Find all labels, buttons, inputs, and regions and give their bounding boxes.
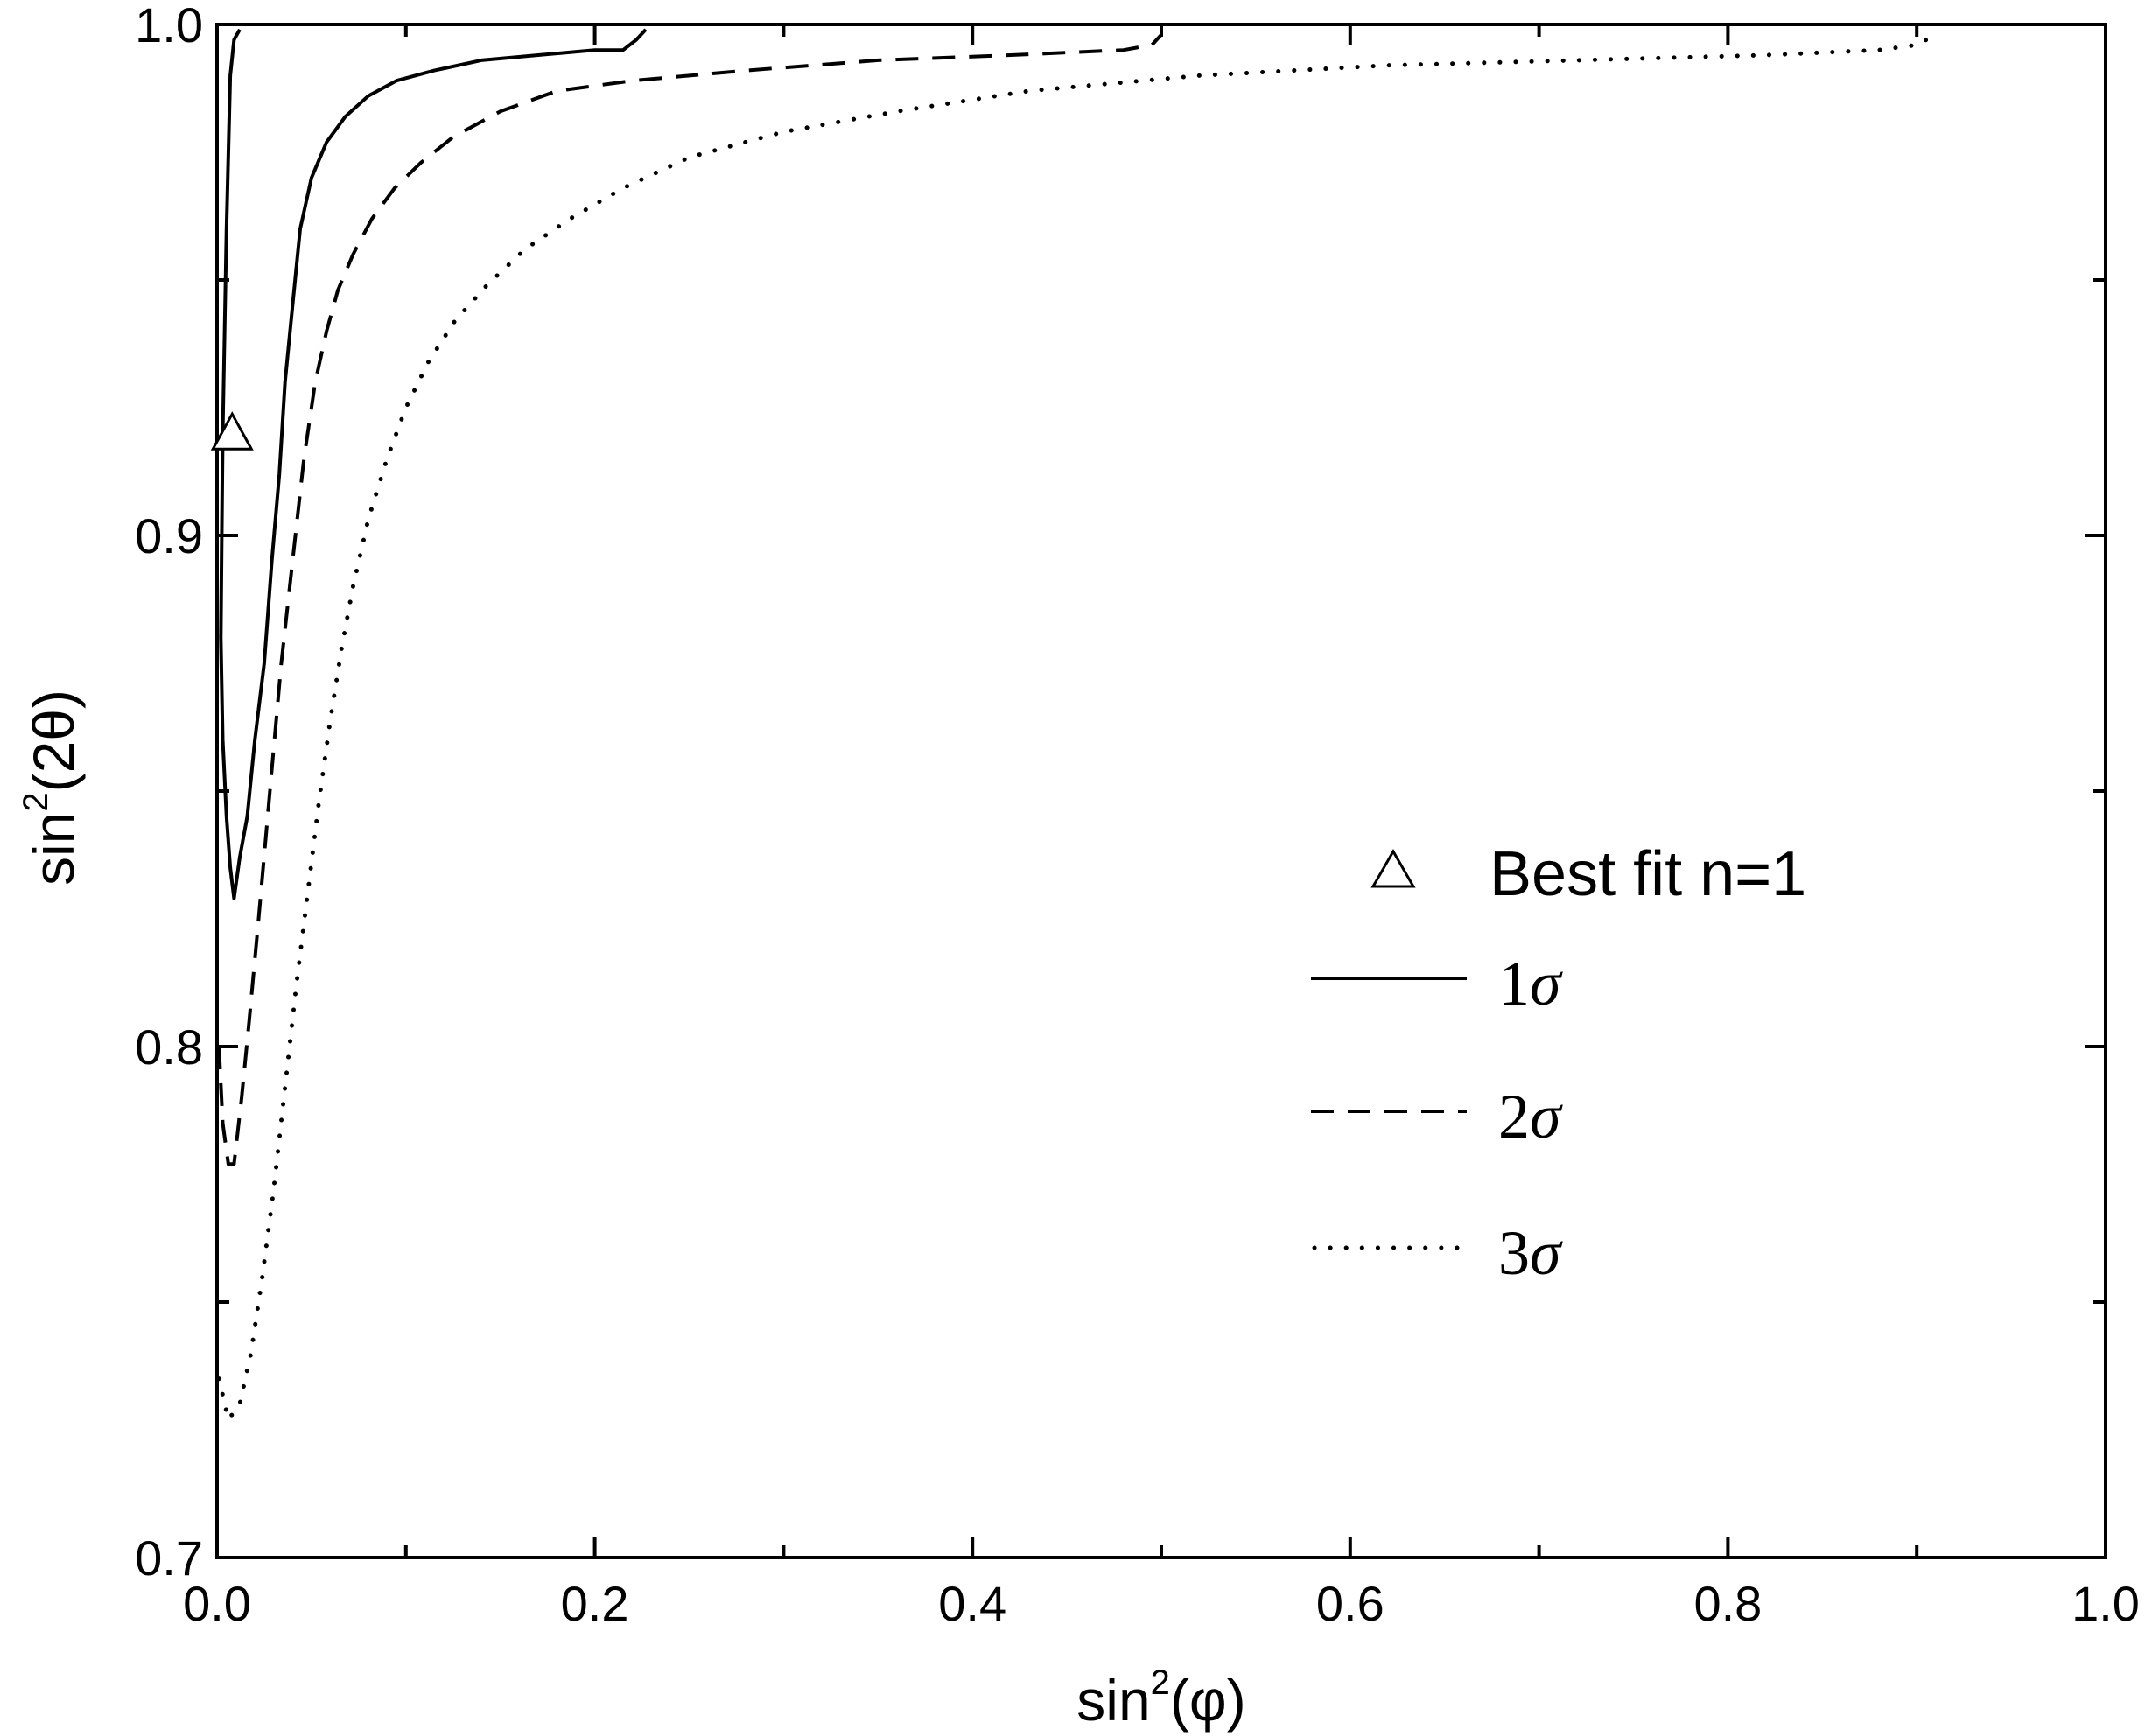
y-axis-label-argument: (2θ) bbox=[21, 690, 86, 792]
contour-1sigma-line bbox=[219, 28, 648, 900]
legend-3sigma-number: 3 bbox=[1498, 1218, 1530, 1288]
legend-2sigma-number: 2 bbox=[1498, 1082, 1530, 1152]
y-axis-label: sin2(2θ) bbox=[17, 690, 86, 886]
legend: Best fit n=1 1σ 2σ 3σ bbox=[1311, 839, 1806, 1288]
best-fit-marker bbox=[210, 411, 254, 451]
y-tick-label: 0.8 bbox=[135, 1019, 203, 1074]
x-tick-label: 0.4 bbox=[938, 1576, 1006, 1631]
y-tick-label: 1.0 bbox=[135, 0, 203, 52]
legend-best-fit-marker bbox=[1370, 848, 1416, 888]
contour-2sigma-line bbox=[217, 33, 1163, 1166]
x-axis-label-exponent: 2 bbox=[1151, 1663, 1170, 1702]
x-axis-label-base: sin bbox=[1076, 1668, 1150, 1732]
x-tick-label: 0.0 bbox=[183, 1576, 251, 1631]
legend-2sigma-symbol: σ bbox=[1530, 1082, 1563, 1152]
x-tick-label: 0.2 bbox=[561, 1576, 629, 1631]
legend-3sigma-symbol: σ bbox=[1530, 1218, 1563, 1288]
series-layer bbox=[217, 28, 1929, 1422]
x-tick-label: 0.6 bbox=[1316, 1576, 1384, 1631]
legend-1sigma-symbol: σ bbox=[1530, 948, 1563, 1018]
x-axis-label-argument: (φ) bbox=[1170, 1668, 1246, 1732]
legend-2sigma-label: 2σ bbox=[1498, 1082, 1563, 1152]
legend-best-fit-label: Best fit n=1 bbox=[1490, 839, 1806, 909]
y-tick-label: 0.9 bbox=[135, 508, 203, 564]
ticks-layer bbox=[215, 23, 2107, 1559]
tick-labels-layer: 0.0 0.2 0.4 0.6 0.8 1.0 0.7 0.8 0.9 1.0 bbox=[135, 0, 2140, 1631]
y-axis-label-base: sin bbox=[21, 812, 86, 886]
x-tick-label: 0.8 bbox=[1693, 1576, 1762, 1631]
x-tick-label: 1.0 bbox=[2071, 1576, 2140, 1631]
contour-3sigma-line bbox=[217, 38, 1929, 1422]
x-axis-label: sin2(φ) bbox=[1076, 1663, 1245, 1732]
legend-3sigma-label: 3σ bbox=[1498, 1218, 1563, 1288]
legend-1sigma-label: 1σ bbox=[1498, 948, 1563, 1018]
y-axis-label-exponent: 2 bbox=[17, 792, 55, 811]
legend-1sigma-number: 1 bbox=[1498, 948, 1530, 1018]
y-tick-label: 0.7 bbox=[135, 1530, 203, 1586]
